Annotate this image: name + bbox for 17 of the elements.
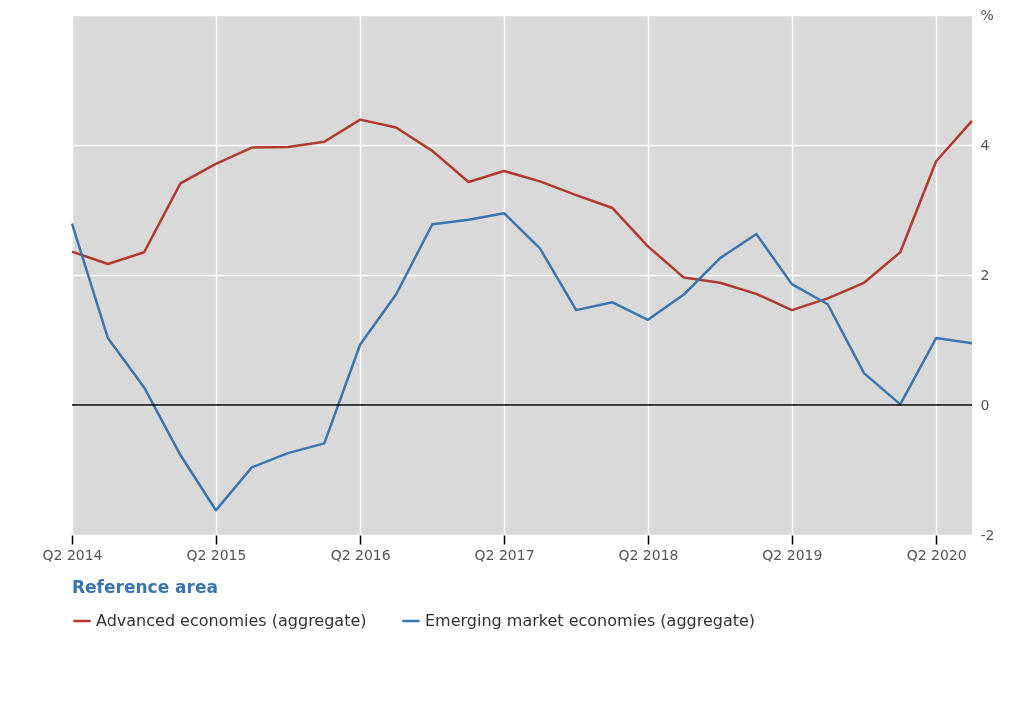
x-tick-label: Q2 2014 [42, 546, 103, 563]
y-tick-label: 2 [980, 266, 990, 283]
legend-label: Advanced economies (aggregate) [96, 611, 367, 630]
x-tick-label: Q2 2020 [906, 546, 967, 563]
x-tick-label: Q2 2015 [186, 546, 247, 563]
legend-title: Reference area [72, 577, 218, 597]
x-tick-label: Q2 2018 [618, 546, 679, 563]
y-tick-label: % [980, 6, 994, 23]
y-tick-label: 0 [980, 396, 990, 413]
y-tick-label: -2 [980, 526, 995, 543]
x-tick-label: Q2 2019 [762, 546, 823, 563]
x-tick-label: Q2 2017 [474, 546, 535, 563]
line-series [70, 212, 974, 512]
legend-label: Emerging market economies (aggregate) [425, 611, 756, 630]
y-tick-label: 4 [980, 136, 990, 153]
x-tick-label: Q2 2016 [330, 546, 391, 563]
line-series [70, 118, 974, 312]
